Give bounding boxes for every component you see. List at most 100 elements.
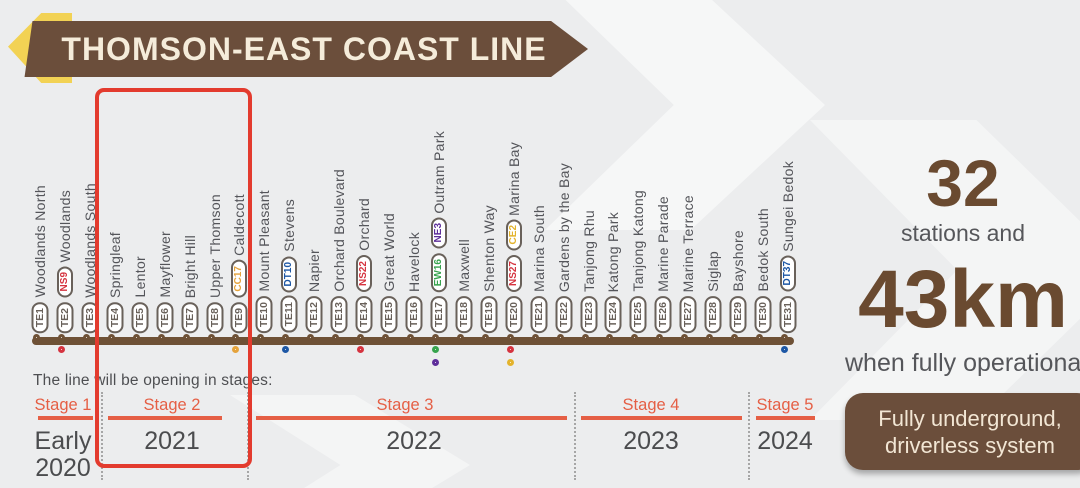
stage-label: Stage 2 [143, 396, 201, 414]
station-name: Lentor [132, 256, 148, 298]
station-code-badge: TE11 [280, 296, 298, 333]
station-code-badge: TE10 [255, 295, 273, 333]
station-name: Mount Pleasant [256, 190, 272, 292]
interchange-badge: NS9 [57, 266, 73, 298]
interchange-badge: EW16 [431, 252, 447, 292]
station-code-badge: TE31 [779, 295, 797, 333]
station-column: Bayshore TE29 [725, 230, 751, 333]
station-code-badge: TE9 [230, 301, 248, 333]
stage-label: Stage 4 [622, 396, 680, 414]
station-column: Mayflower TE6 [152, 231, 178, 333]
interchange-ring [507, 358, 514, 366]
stage-underline [756, 416, 815, 420]
station-code-badge: TE6 [156, 301, 174, 333]
callout-line2: driverless system [885, 432, 1055, 458]
station-column: Orchard Boulevard TE13 [326, 169, 352, 333]
station-dot [307, 334, 314, 341]
station-name: Caldecott [231, 194, 247, 257]
station-column: Lentor TE5 [127, 256, 153, 333]
stage-underline [256, 416, 567, 420]
stage-year: Early 2020 [34, 427, 92, 482]
station-name: Marina Bay [506, 141, 522, 216]
station-dot [282, 334, 289, 341]
interchange-ring [58, 346, 65, 353]
station-dot [407, 334, 414, 341]
station-dot [33, 334, 40, 341]
station-dot [208, 334, 215, 341]
line-length-caption: when fully operational [845, 349, 1080, 377]
station-name: Gardens by the Bay [556, 162, 572, 292]
station-dot [532, 334, 539, 341]
station-name: Woodlands South [82, 182, 98, 298]
stage-label: Stage 5 [756, 396, 814, 414]
station-column: Marine Parade TE26 [650, 196, 676, 333]
station-column: Springleaf TE4 [102, 232, 128, 333]
station-column: Woodlands South TE3 [77, 183, 103, 333]
station-dot [232, 334, 239, 341]
station-dot [382, 334, 389, 341]
stage-underline [38, 416, 93, 420]
station-name: Upper Thomson [207, 193, 223, 298]
station-column: Mount Pleasant TE10 [251, 190, 277, 333]
station-column: Marine Terrace TE27 [675, 195, 701, 333]
interchange-ring [507, 346, 514, 353]
station-name: Orchard Boulevard [331, 169, 347, 292]
station-column: Maxwell TE18 [451, 239, 477, 333]
interchange-badge: NS27 [506, 254, 522, 292]
stage-label: Stage 1 [34, 396, 92, 414]
station-dot [133, 334, 140, 341]
station-column: Tanjong Rhu TE23 [576, 210, 602, 333]
stage-underline [581, 416, 742, 420]
station-code-badge: TE14 [355, 295, 373, 333]
title-banner: THOMSON-EAST COAST LINE [24, 21, 588, 77]
station-column: Shenton Way TE19 [476, 205, 502, 333]
stage-year: 2023 [623, 427, 679, 455]
station-column: Outram Park NE3 EW16 TE17 [426, 131, 452, 333]
stage-year: 2024 [757, 427, 813, 455]
station-dot [83, 334, 90, 341]
station-code-badge: TE24 [604, 295, 622, 333]
station-name: Tanjong Rhu [581, 209, 597, 292]
station-dot [781, 334, 788, 341]
station-code-badge: TE13 [330, 295, 348, 333]
stage-label: Stage 3 [376, 396, 434, 414]
station-code-badge: TE15 [380, 295, 398, 333]
station-dot [756, 334, 763, 341]
station-dot [332, 334, 339, 341]
station-column: Bedok South TE30 [750, 208, 776, 333]
interchange-ring [432, 358, 439, 366]
station-dot [158, 334, 165, 341]
station-name: Katong Park [605, 211, 621, 292]
station-dot [482, 334, 489, 341]
station-code-badge: TE1 [31, 301, 49, 333]
station-code-badge: TE16 [405, 295, 423, 333]
interchange-badge: DT37 [780, 255, 796, 292]
station-column: Woodlands North TE1 [27, 185, 53, 333]
station-code-badge: TE2 [56, 301, 74, 333]
station-name: Havelock [406, 231, 422, 292]
station-code-badge: TE7 [181, 301, 199, 333]
station-column: Orchard NS22 TE14 [351, 198, 377, 333]
station-dot [432, 334, 439, 341]
station-count: 32 [926, 146, 1000, 220]
station-name: Bedok South [755, 208, 771, 292]
station-name: Bayshore [730, 230, 746, 292]
station-name: Napier [306, 248, 322, 292]
station-name: Sungei Bedok [780, 160, 796, 252]
rail-line [32, 337, 794, 345]
station-code-badge: TE20 [505, 295, 523, 333]
station-column: Marina South TE21 [526, 205, 552, 333]
station-code-badge: TE3 [81, 301, 99, 333]
interchange-ring [282, 346, 289, 353]
interchange-badge: NE3 [431, 217, 447, 249]
station-dot [706, 334, 713, 341]
callout-line1: Fully underground, [878, 405, 1062, 431]
station-dot [183, 334, 190, 341]
station-code-badge: TE28 [704, 295, 722, 333]
page-title: THOMSON-EAST COAST LINE [61, 30, 547, 67]
stage-separator [247, 392, 249, 480]
station-code-badge: TE25 [629, 295, 647, 333]
station-name: Marina South [531, 205, 547, 292]
station-name: Woodlands [57, 189, 73, 263]
